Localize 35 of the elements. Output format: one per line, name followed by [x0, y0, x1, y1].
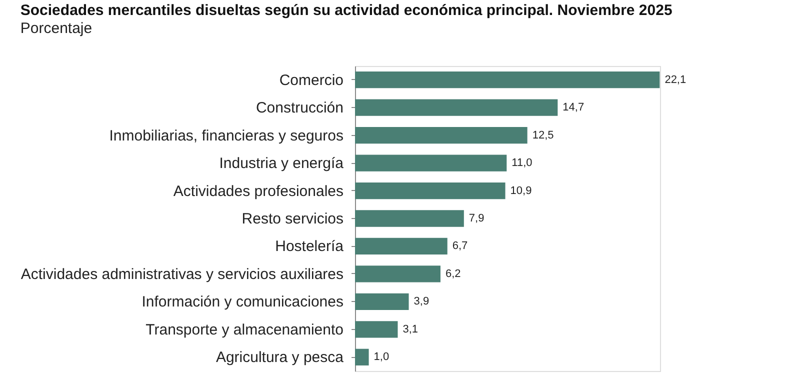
data-label: 22,1 — [664, 74, 686, 86]
y-tick-label: Industria y energía — [219, 155, 344, 172]
y-tick-label: Actividades administrativas y servicios auxiliares — [20, 266, 344, 283]
y-tick-label: Inmobiliarias, financieras y seguros — [109, 127, 344, 144]
data-label: 12,5 — [532, 129, 554, 142]
y-tick-label: Información y comunicaciones — [142, 294, 344, 311]
y-tick-label: Hostelería — [275, 238, 344, 256]
data-label: 6,2 — [445, 268, 461, 280]
chart-title: Sociedades mercantiles disueltas según su actividad económica principal. Noviembre 2025 — [20, 2, 672, 19]
bar — [355, 99, 558, 116]
bar — [355, 238, 448, 255]
bar — [355, 266, 440, 282]
bar — [355, 321, 398, 338]
y-tick-label: Actividades profesionales — [173, 182, 344, 200]
bar — [355, 293, 409, 310]
bar — [355, 154, 507, 172]
y-tick-label: Transporte y almacenamiento — [146, 321, 344, 338]
data-label: 6,7 — [452, 240, 468, 252]
y-tick-label: Construcción — [256, 100, 344, 117]
data-label: 14,7 — [562, 102, 584, 114]
y-tick-label: Comercio — [279, 72, 344, 89]
bar — [355, 348, 369, 366]
bar — [355, 210, 464, 227]
bar — [355, 72, 660, 88]
bar — [355, 127, 528, 144]
data-label: 3,9 — [414, 296, 430, 308]
bar — [355, 182, 506, 200]
data-label: 10,9 — [510, 184, 532, 197]
y-tick-label: Agricultura y pesca — [216, 349, 344, 366]
data-label: 7,9 — [468, 212, 484, 224]
data-label: 1,0 — [374, 351, 390, 364]
data-label: 11,0 — [512, 157, 532, 170]
y-tick-label: Resto servicios — [242, 210, 344, 228]
data-label: 3,1 — [402, 323, 418, 336]
text: Porcentaje — [20, 20, 92, 37]
